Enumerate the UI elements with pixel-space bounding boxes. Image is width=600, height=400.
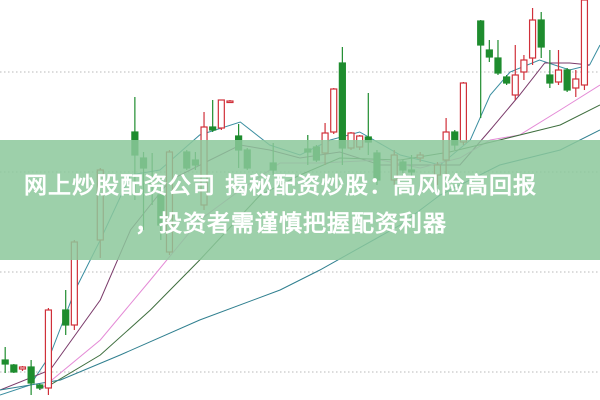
candle-up bbox=[459, 82, 468, 145]
candle-up bbox=[580, 0, 589, 90]
candle-body bbox=[18, 366, 27, 370]
candle-body bbox=[494, 57, 502, 74]
candle-body bbox=[563, 69, 571, 91]
candle-body bbox=[459, 82, 468, 143]
candle-body bbox=[209, 126, 217, 131]
candle-up bbox=[330, 88, 338, 134]
candle-up bbox=[511, 45, 519, 100]
candle-body bbox=[528, 19, 537, 59]
candle-body bbox=[520, 59, 528, 73]
candle-up bbox=[572, 70, 580, 97]
candle-body bbox=[537, 19, 545, 48]
candle-body bbox=[217, 99, 225, 129]
candle-body bbox=[62, 309, 70, 326]
candle-body bbox=[27, 366, 35, 384]
candle-down bbox=[62, 290, 70, 335]
candle-down bbox=[10, 364, 18, 373]
candle-body bbox=[546, 74, 554, 84]
headline-banner bbox=[0, 140, 600, 260]
headline-line-1: 网上炒股配资公司 揭秘配资炒股：高风险高回报 bbox=[24, 173, 538, 199]
candle-body bbox=[572, 78, 580, 89]
candle-body bbox=[1, 359, 9, 365]
candle-body bbox=[44, 309, 53, 389]
candle-up bbox=[554, 50, 563, 85]
candle-down bbox=[494, 40, 502, 75]
candle-up bbox=[520, 55, 528, 80]
candle-body bbox=[226, 100, 234, 104]
candle-down bbox=[537, 12, 545, 58]
candle-down bbox=[477, 20, 485, 118]
candle-body bbox=[503, 76, 511, 84]
candle-down bbox=[1, 347, 9, 373]
candle-body bbox=[10, 364, 18, 373]
candle-body bbox=[477, 20, 485, 46]
candle-up bbox=[217, 99, 225, 130]
candle-up bbox=[528, 8, 537, 65]
candle-down bbox=[27, 360, 35, 395]
candle-down bbox=[546, 50, 554, 88]
candle-down bbox=[209, 100, 217, 132]
candle-up bbox=[44, 308, 53, 395]
candle-body bbox=[580, 0, 589, 86]
candle-up bbox=[18, 366, 27, 371]
candle-up bbox=[226, 100, 234, 104]
candle-body bbox=[338, 62, 346, 149]
headline-line-2: ，投资者需谨慎把握配资利器 bbox=[135, 211, 447, 237]
candle-down bbox=[36, 384, 44, 390]
candle-down bbox=[485, 40, 493, 62]
candle-body bbox=[330, 88, 338, 133]
candle-body bbox=[511, 74, 519, 96]
candle-down bbox=[563, 68, 571, 92]
candle-body bbox=[485, 49, 493, 58]
candle-body bbox=[554, 69, 563, 83]
candle-body bbox=[36, 384, 44, 389]
candle-down bbox=[503, 75, 511, 85]
